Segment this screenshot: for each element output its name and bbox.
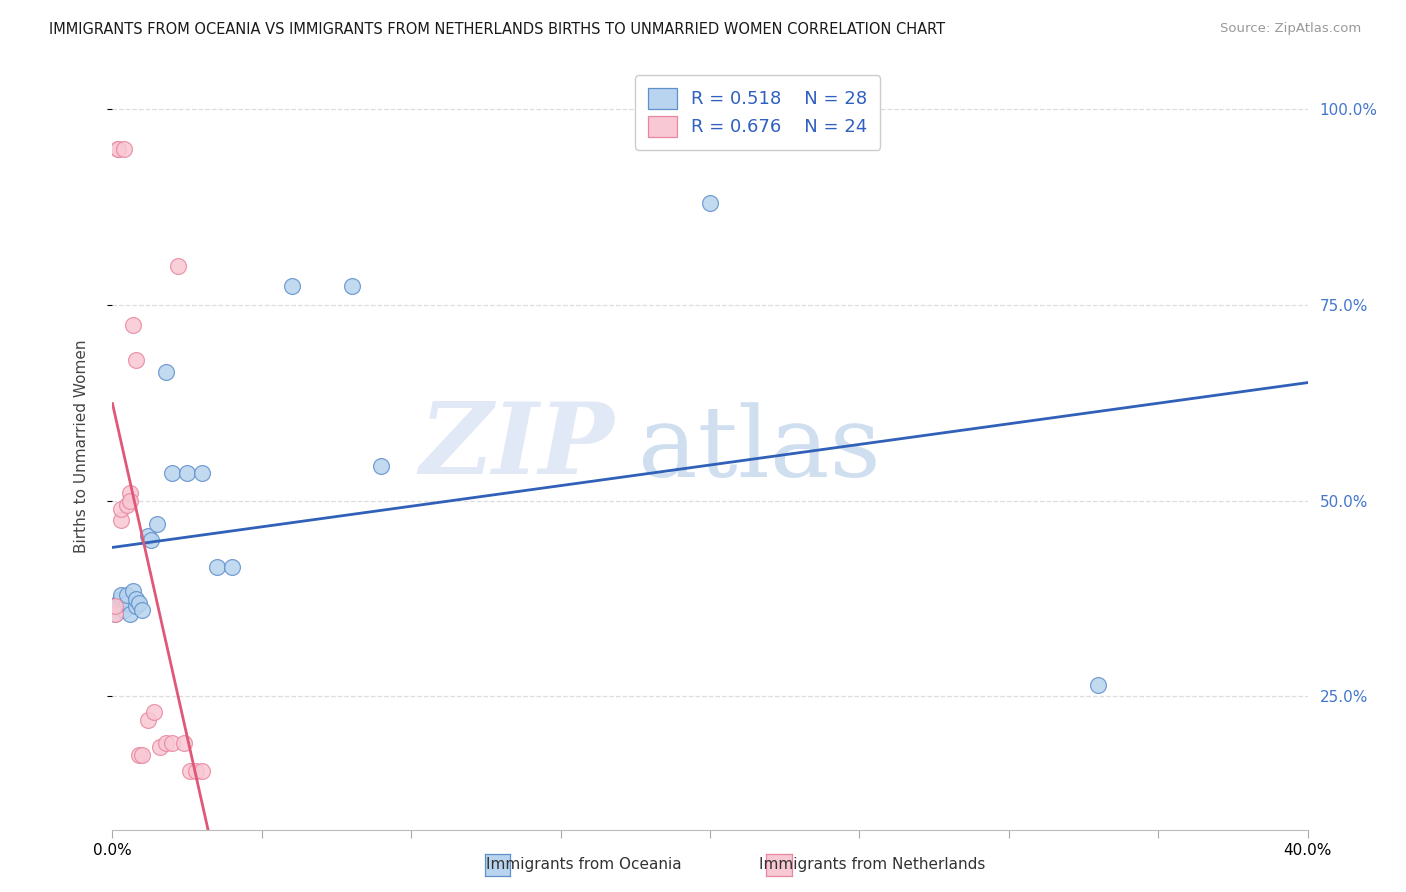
Point	[179, 764, 201, 778]
Point	[131, 603, 153, 617]
Point	[104, 599, 127, 614]
Text: ZIP: ZIP	[419, 398, 614, 494]
Point	[143, 705, 166, 719]
Point	[155, 736, 177, 750]
Legend: R = 0.518    N = 28, R = 0.676    N = 24: R = 0.518 N = 28, R = 0.676 N = 24	[636, 75, 880, 150]
Point	[173, 736, 195, 750]
Point	[141, 533, 163, 547]
Point	[120, 486, 142, 500]
Point	[117, 588, 139, 602]
Point	[128, 748, 150, 763]
Point	[117, 596, 139, 610]
Point	[122, 318, 145, 332]
Point	[191, 467, 214, 481]
Text: Source: ZipAtlas.com: Source: ZipAtlas.com	[1220, 22, 1361, 36]
Point	[110, 513, 132, 527]
Point	[1087, 678, 1109, 692]
Point	[104, 599, 127, 614]
Point	[114, 142, 135, 156]
Point	[340, 278, 363, 293]
Point	[110, 591, 132, 606]
Point	[205, 560, 228, 574]
Point	[125, 599, 148, 614]
Point	[149, 740, 172, 755]
Point	[167, 259, 190, 273]
Point	[281, 278, 304, 293]
Point	[125, 352, 148, 367]
Point	[110, 588, 132, 602]
Point	[107, 142, 129, 156]
Point	[120, 493, 142, 508]
Point	[162, 467, 183, 481]
Point	[162, 736, 183, 750]
Point	[221, 560, 243, 574]
Point	[186, 764, 208, 778]
Point	[117, 498, 139, 512]
Y-axis label: Births to Unmarried Women: Births to Unmarried Women	[75, 339, 89, 553]
Text: atlas: atlas	[638, 402, 882, 498]
Point	[699, 196, 721, 211]
Point	[128, 596, 150, 610]
Point	[110, 501, 132, 516]
Text: Immigrants from Netherlands: Immigrants from Netherlands	[758, 857, 986, 872]
Point	[107, 142, 129, 156]
Text: IMMIGRANTS FROM OCEANIA VS IMMIGRANTS FROM NETHERLANDS BIRTHS TO UNMARRIED WOMEN: IMMIGRANTS FROM OCEANIA VS IMMIGRANTS FR…	[49, 22, 945, 37]
Point	[191, 764, 214, 778]
Point	[370, 458, 392, 473]
Point	[114, 603, 135, 617]
Point	[146, 517, 169, 532]
Point	[125, 591, 148, 606]
Point	[176, 467, 198, 481]
Point	[104, 607, 127, 622]
Point	[120, 607, 142, 622]
Point	[107, 596, 129, 610]
Point	[104, 607, 127, 622]
Point	[138, 713, 160, 727]
Point	[131, 748, 153, 763]
Point	[138, 529, 160, 543]
Text: Immigrants from Oceania: Immigrants from Oceania	[485, 857, 682, 872]
Point	[155, 365, 177, 379]
Point	[122, 583, 145, 598]
